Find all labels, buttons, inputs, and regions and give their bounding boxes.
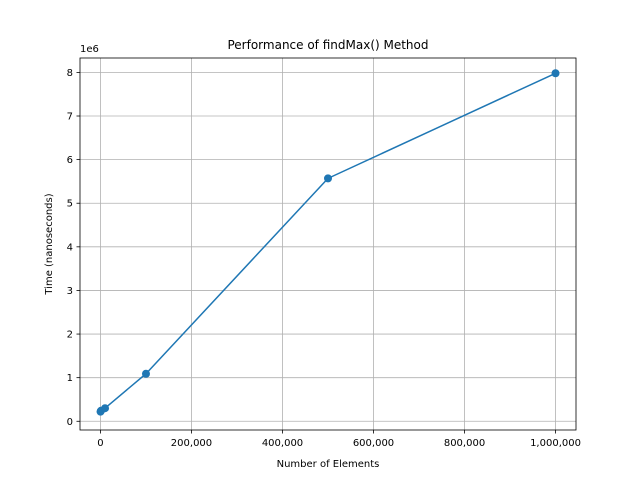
x-tick-label: 400,000 xyxy=(262,438,303,449)
y-tick-label: 2 xyxy=(67,330,73,341)
x-tick-label: 0 xyxy=(97,438,103,449)
y-axis-offset-label: 1e6 xyxy=(80,44,99,55)
y-tick-label: 1 xyxy=(67,373,73,384)
x-tick-label: 1,000,000 xyxy=(530,438,581,449)
data-point xyxy=(551,69,560,78)
y-tick-label: 8 xyxy=(67,68,73,79)
y-tick-label: 0 xyxy=(67,417,73,428)
x-tick-label: 600,000 xyxy=(353,438,394,449)
x-tick-label: 200,000 xyxy=(171,438,212,449)
data-point xyxy=(141,369,150,378)
data-point xyxy=(324,174,332,183)
y-tick-label: 5 xyxy=(67,199,73,210)
y-tick-label: 6 xyxy=(67,155,73,166)
series-layer xyxy=(96,69,560,416)
y-tick-label: 7 xyxy=(67,112,73,123)
plot-area-frame xyxy=(79,57,577,431)
y-axis-label: Time (nanoseconds) xyxy=(44,193,55,295)
chart-title: Performance of findMax() Method xyxy=(227,38,428,52)
data-point xyxy=(101,404,110,413)
y-tick-label: 3 xyxy=(67,286,73,297)
axis-ticks: 0 200,000 400,000 600,000 800,000 1,000,000 0 1… xyxy=(67,68,581,449)
x-axis-label: Number of Elements xyxy=(277,459,380,470)
y-tick-label: 4 xyxy=(67,242,73,253)
grid-lines xyxy=(80,58,576,430)
x-tick-label: 800,000 xyxy=(444,438,485,449)
